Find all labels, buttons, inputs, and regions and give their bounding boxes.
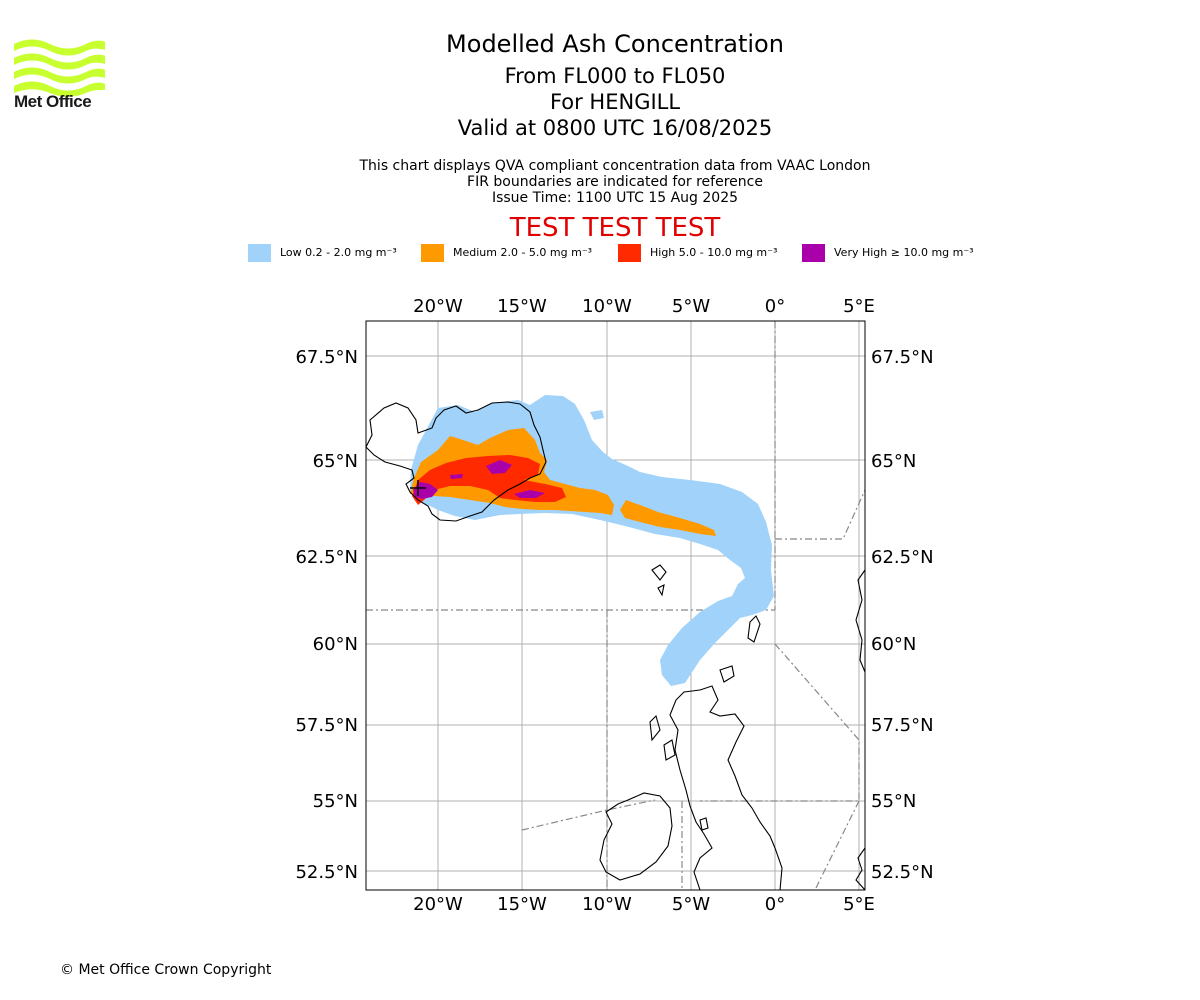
lon-tick-label: 0° (765, 296, 785, 317)
legend-label-high: High 5.0 - 10.0 mg m⁻³ (650, 246, 778, 259)
met-office-logo (14, 39, 105, 97)
map-frame (365, 320, 866, 891)
info-line-source: This chart displays QVA compliant concen… (359, 158, 871, 174)
lat-tick-label: 67.5°N (295, 347, 358, 368)
legend-swatch-very-high (802, 244, 825, 262)
lon-tick-label: 0° (765, 894, 785, 915)
lat-tick-label: 60°N (313, 634, 358, 655)
flight-level-range: From FL000 to FL050 (504, 64, 726, 88)
lon-tick-label: 15°W (497, 894, 547, 915)
lat-tick-label: 52.5°N (295, 862, 358, 883)
chart-title: Modelled Ash Concentration (446, 30, 784, 58)
ash-very-high-patch-c (450, 474, 463, 479)
coastlines (366, 401, 865, 890)
test-banner: TEST TEST TEST (509, 213, 721, 243)
ash-medium-tail (620, 500, 716, 536)
lat-ticks-left: 67.5°N 65°N 62.5°N 60°N 57.5°N 55°N 52.5… (295, 347, 358, 883)
legend-label-medium: Medium 2.0 - 5.0 mg m⁻³ (453, 246, 593, 259)
valid-time: Valid at 0800 UTC 16/08/2025 (457, 116, 773, 140)
lat-ticks-right: 67.5°N 65°N 62.5°N 60°N 57.5°N 55°N 52.5… (871, 347, 934, 883)
lat-tick-label: 65°N (871, 451, 916, 472)
lat-tick-label: 52.5°N (871, 862, 934, 883)
logo-wordmark: Met Office (14, 92, 92, 111)
legend-swatch-medium (421, 244, 444, 262)
legend: Low 0.2 - 2.0 mg m⁻³ Medium 2.0 - 5.0 mg… (248, 244, 1008, 264)
volcano-name: For HENGILL (549, 90, 681, 114)
lat-tick-label: 62.5°N (295, 547, 358, 568)
lon-tick-label: 20°W (413, 296, 463, 317)
lon-tick-label: 15°W (497, 296, 547, 317)
lon-tick-label: 5°W (672, 894, 710, 915)
lat-tick-label: 55°N (871, 791, 916, 812)
lon-tick-label: 5°W (672, 296, 710, 317)
lat-tick-label: 57.5°N (871, 715, 934, 736)
lat-tick-label: 57.5°N (295, 715, 358, 736)
ash-very-high-patch-a (486, 460, 512, 474)
lon-ticks-top: 20°W 15°W 10°W 5°W 0° 5°E (413, 296, 875, 317)
lon-ticks-bottom: 20°W 15°W 10°W 5°W 0° 5°E (413, 894, 875, 915)
ash-low-region (410, 395, 774, 686)
map-content (366, 321, 865, 890)
fir-boundaries (366, 321, 865, 890)
legend-swatch-high (618, 244, 641, 262)
legend-swatch-low (248, 244, 271, 262)
lon-tick-label: 5°E (843, 296, 875, 317)
ash-low-patch (590, 410, 604, 420)
legend-label-low: Low 0.2 - 2.0 mg m⁻³ (280, 246, 397, 259)
issue-time: Issue Time: 1100 UTC 15 Aug 2025 (491, 190, 739, 206)
lon-tick-label: 10°W (582, 894, 632, 915)
volcano-marker-icon (410, 480, 426, 496)
lat-tick-label: 55°N (313, 791, 358, 812)
lon-tick-label: 5°E (843, 894, 875, 915)
ash-very-high-patch-b (514, 490, 545, 498)
lat-tick-label: 60°N (871, 634, 916, 655)
lat-tick-label: 67.5°N (871, 347, 934, 368)
copyright-notice: © Met Office Crown Copyright (60, 962, 272, 978)
lon-tick-label: 10°W (582, 296, 632, 317)
lat-tick-label: 65°N (313, 451, 358, 472)
legend-label-very-high: Very High ≥ 10.0 mg m⁻³ (834, 246, 974, 259)
lon-tick-label: 20°W (413, 894, 463, 915)
info-line-fir: FIR boundaries are indicated for referen… (467, 174, 763, 190)
lat-tick-label: 62.5°N (871, 547, 934, 568)
map-gridlines (366, 321, 865, 890)
ash-very-high-core (413, 482, 438, 499)
